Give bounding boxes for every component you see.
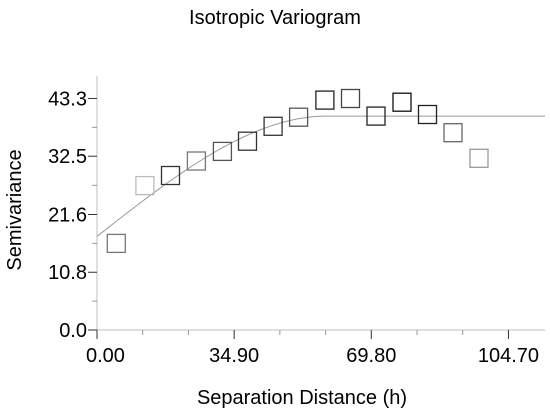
x-tick-label: 69.80: [346, 345, 396, 367]
x-tick-label: 104.70: [478, 345, 539, 367]
data-point: [135, 175, 155, 196]
data-point: [366, 106, 386, 126]
model-curve: [96, 115, 545, 237]
data-point: [212, 141, 233, 162]
data-point: [106, 233, 126, 254]
data-point: [443, 123, 463, 143]
data-point: [340, 88, 361, 109]
data-point: [469, 148, 489, 168]
plot-area: 0.0 10.8 21.6 32.5 43.3 0.00 34.90 69.80 104.70: [48, 76, 545, 367]
y-tick-label: 21.6: [48, 204, 87, 226]
x-tick-label: 0.00: [86, 345, 125, 367]
data-point: [417, 104, 438, 125]
data-point: [315, 90, 335, 110]
y-tick-label: 0.0: [59, 320, 87, 342]
x-axis-label: Separation Distance (h): [197, 387, 407, 409]
data-point: [263, 116, 283, 136]
y-axis-label: Semivariance: [4, 149, 26, 270]
data-point: [160, 165, 181, 186]
chart-title: Isotropic Variogram: [189, 7, 361, 29]
y-tick-label: 32.5: [48, 146, 87, 168]
y-tick-label: 10.8: [48, 262, 87, 284]
y-tick-label: 43.3: [48, 88, 87, 110]
data-point: [186, 151, 207, 171]
data-point: [237, 131, 258, 151]
data-point: [392, 92, 412, 112]
data-point: [288, 107, 309, 127]
x-tick-label: 34.90: [209, 345, 259, 367]
